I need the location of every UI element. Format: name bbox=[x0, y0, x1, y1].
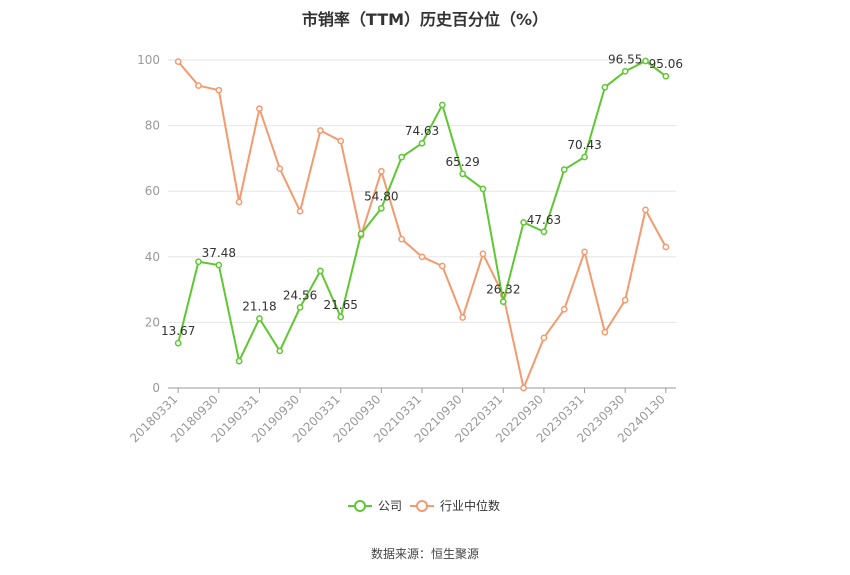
legend: 公司 行业中位数 bbox=[348, 498, 500, 513]
data-label: 70.43 bbox=[567, 138, 601, 152]
data-label: 96.55 bbox=[608, 52, 642, 66]
data-label: 24.56 bbox=[283, 288, 317, 302]
data-point bbox=[256, 315, 263, 322]
legend-label: 行业中位数 bbox=[440, 498, 500, 513]
y-tick-label: 80 bbox=[145, 119, 160, 133]
chart-title: 市销率（TTM）历史百分位（%） bbox=[301, 10, 549, 29]
data-label: 21.18 bbox=[242, 300, 276, 314]
data-point bbox=[540, 228, 548, 236]
data-point bbox=[317, 127, 324, 134]
data-point bbox=[642, 57, 649, 65]
series-line bbox=[177, 60, 667, 389]
legend-marker bbox=[354, 500, 366, 512]
data-point bbox=[601, 83, 609, 91]
data-point bbox=[499, 298, 507, 306]
y-tick-label: 100 bbox=[137, 53, 160, 67]
y-tick-label: 60 bbox=[145, 184, 160, 198]
data-point bbox=[560, 305, 568, 313]
data-point bbox=[296, 304, 304, 311]
data-label: 47.63 bbox=[527, 213, 561, 227]
legend-label: 公司 bbox=[378, 499, 402, 513]
data-label: 37.48 bbox=[202, 246, 236, 260]
data-point bbox=[378, 167, 385, 175]
data-point bbox=[560, 166, 568, 173]
data-point bbox=[337, 313, 345, 321]
data-point bbox=[662, 72, 670, 80]
data-point bbox=[215, 261, 223, 269]
data-point bbox=[479, 250, 487, 258]
data-point bbox=[317, 267, 324, 275]
data-point bbox=[438, 101, 446, 109]
data-label: 13.67 bbox=[161, 324, 195, 338]
data-point bbox=[662, 243, 670, 251]
data-point bbox=[398, 235, 406, 243]
data-point bbox=[581, 248, 588, 256]
data-point bbox=[235, 357, 243, 365]
data-label: 95.06 bbox=[649, 57, 683, 71]
data-point bbox=[215, 86, 223, 94]
y-tick-label: 0 bbox=[152, 381, 160, 395]
data-point bbox=[520, 219, 527, 226]
data-point bbox=[601, 328, 609, 336]
data-point bbox=[235, 198, 243, 206]
data-point bbox=[357, 230, 365, 238]
data-point bbox=[276, 165, 284, 172]
data-point bbox=[418, 139, 426, 147]
data-label: 54.80 bbox=[364, 189, 398, 203]
data-point bbox=[398, 153, 406, 161]
data-point bbox=[459, 314, 466, 321]
data-point bbox=[438, 262, 446, 270]
data-point bbox=[256, 105, 263, 112]
data-label: 26.32 bbox=[486, 283, 520, 297]
data-point bbox=[276, 347, 284, 355]
data-point bbox=[459, 170, 466, 178]
y-tick-label: 20 bbox=[145, 315, 160, 329]
data-point bbox=[174, 339, 182, 347]
data-point bbox=[581, 153, 588, 161]
data-label: 65.29 bbox=[445, 155, 479, 169]
data-point bbox=[337, 137, 345, 145]
data-point bbox=[479, 185, 487, 193]
data-point bbox=[378, 204, 385, 212]
data-point bbox=[418, 253, 426, 261]
data-label: 21.65 bbox=[324, 298, 358, 312]
series-line bbox=[177, 59, 667, 363]
source-note: 数据来源：恒生聚源 bbox=[370, 547, 479, 561]
data-label: 74.63 bbox=[405, 124, 439, 138]
y-tick-label: 40 bbox=[145, 250, 160, 264]
data-point bbox=[540, 334, 548, 342]
data-point bbox=[621, 296, 629, 304]
data-point bbox=[174, 58, 182, 65]
data-point bbox=[642, 206, 649, 214]
data-point bbox=[520, 384, 527, 392]
legend-marker bbox=[416, 500, 428, 512]
data-point bbox=[621, 67, 629, 75]
data-point bbox=[195, 258, 202, 266]
data-point bbox=[296, 207, 304, 215]
data-point bbox=[195, 82, 202, 89]
